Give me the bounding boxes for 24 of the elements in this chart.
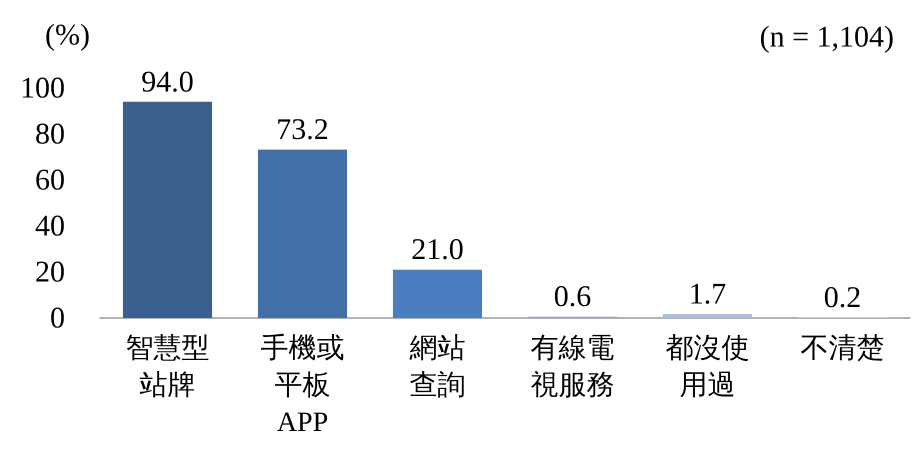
x-tick-label: 智慧型站牌 (126, 333, 210, 401)
x-tick-label: 都沒使用過 (666, 333, 750, 401)
x-tick-label: 有線電視服務 (530, 333, 614, 401)
x-tick-label: 不清楚 (800, 333, 884, 364)
y-tick-label: 60 (35, 164, 65, 196)
data-label: 0.6 (554, 280, 592, 314)
y-tick-label: 80 (35, 118, 65, 150)
bar (392, 270, 482, 318)
data-label: 21.0 (411, 233, 464, 266)
text: (n = 1,104) (760, 20, 894, 54)
bar (258, 150, 348, 318)
y-tick-label: 100 (20, 72, 65, 104)
y-tick-label: 0 (50, 302, 65, 334)
bar (122, 102, 212, 318)
data-label: 0.2 (824, 281, 862, 314)
data-label: 73.2 (276, 113, 329, 146)
y-tick-label: 40 (35, 210, 65, 242)
x-tick-label: 手機或平板APP (260, 333, 344, 438)
data-label: 1.7 (688, 278, 726, 311)
bar (662, 314, 752, 318)
x-tick-label: 網站查詢 (408, 333, 466, 401)
y-axis-title: (%) (45, 18, 90, 52)
data-label: 94.0 (141, 65, 194, 98)
y-tick-label: 20 (35, 256, 65, 288)
